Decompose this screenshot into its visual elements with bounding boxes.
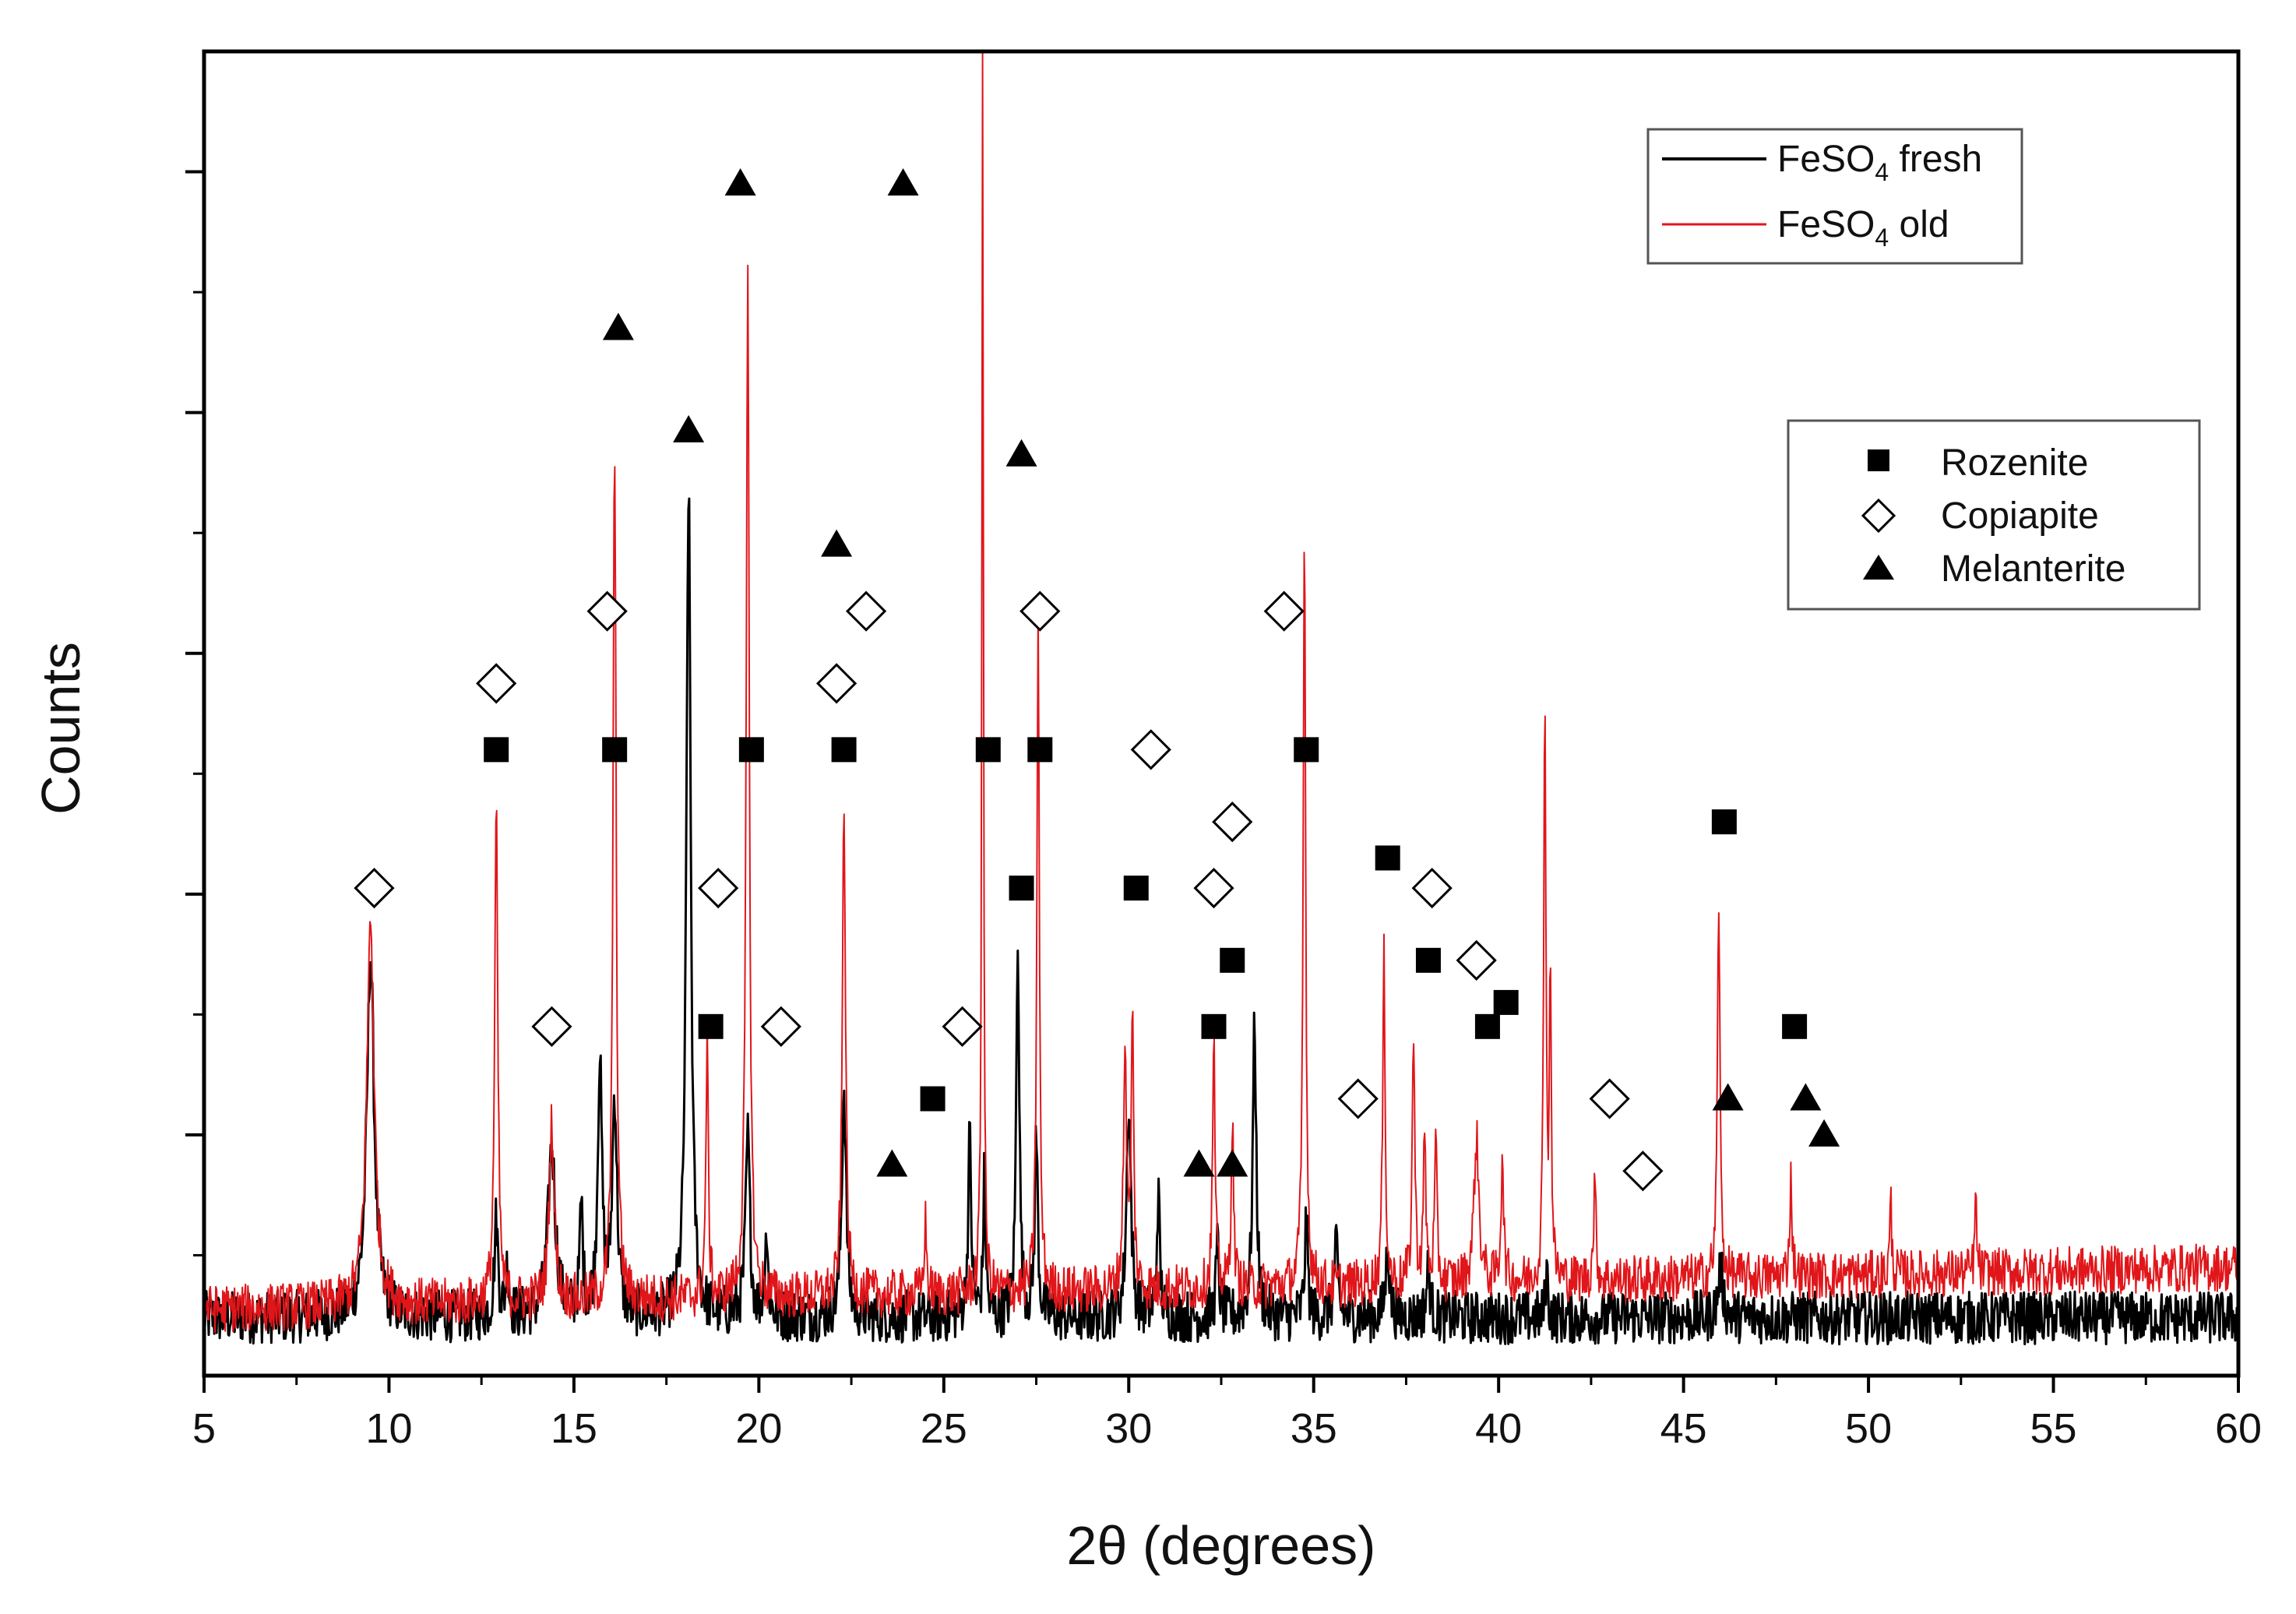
x-tick-label: 20 xyxy=(735,1405,782,1452)
rozenite-marker xyxy=(1375,845,1400,871)
x-tick-label: 10 xyxy=(365,1405,412,1452)
melanterite-marker xyxy=(1217,1149,1248,1177)
melanterite-marker xyxy=(876,1149,908,1177)
legend-label-copiapite: Copiapite xyxy=(1941,495,2099,537)
rozenite-marker xyxy=(1493,989,1519,1015)
melanterite-marker xyxy=(673,414,705,442)
copiapite-marker xyxy=(586,590,628,632)
x-tick-label: 40 xyxy=(1475,1405,1522,1452)
copiapite-marker xyxy=(815,663,857,704)
copiapite-marker xyxy=(845,590,887,632)
series-legend-box xyxy=(1646,128,2023,265)
x-tick-label: 25 xyxy=(921,1405,967,1452)
series-line-old xyxy=(203,51,2239,1334)
y-axis-title: Counts xyxy=(30,642,91,815)
copiapite-marker xyxy=(1589,1078,1630,1119)
copiapite-marker xyxy=(1193,867,1234,909)
rozenite-marker xyxy=(1201,1013,1227,1039)
copiapite-marker xyxy=(1411,867,1453,909)
rozenite-marker xyxy=(920,1086,946,1112)
rozenite-marker xyxy=(1009,876,1034,901)
rozenite-marker xyxy=(1220,947,1245,973)
melanterite-marker xyxy=(821,529,853,557)
rozenite-marker xyxy=(975,737,1001,763)
copiapite-marker xyxy=(1456,939,1497,981)
copiapite-marker xyxy=(476,663,517,704)
rozenite-marker xyxy=(1415,947,1441,973)
x-tick-label: 15 xyxy=(551,1405,597,1452)
copiapite-marker xyxy=(1212,801,1253,843)
copiapite-marker xyxy=(1337,1078,1379,1119)
melanterite-marker xyxy=(602,312,634,340)
copiapite-marker xyxy=(942,1006,983,1047)
x-tick-label: 30 xyxy=(1105,1405,1152,1452)
marker-layer xyxy=(354,168,1840,1192)
x-tick-label: 45 xyxy=(1660,1405,1707,1452)
copiapite-marker xyxy=(354,867,395,909)
copiapite-marker xyxy=(698,867,739,909)
rozenite-marker xyxy=(1294,737,1319,763)
rozenite-marker xyxy=(1711,809,1737,835)
copiapite-marker xyxy=(760,1006,801,1047)
rozenite-marker xyxy=(1123,876,1149,901)
legend-label-rozenite: Rozenite xyxy=(1941,442,2088,484)
x-tick-label: 50 xyxy=(1845,1405,1892,1452)
rozenite-marker xyxy=(1027,737,1053,763)
series-legend: FeSO4 fresh FeSO4 old xyxy=(1646,128,2023,265)
melanterite-marker xyxy=(1808,1119,1840,1147)
rozenite-marker xyxy=(831,737,857,763)
copiapite-marker xyxy=(531,1006,572,1047)
melanterite-marker xyxy=(1790,1083,1822,1111)
melanterite-marker xyxy=(1183,1149,1215,1177)
rozenite-marker xyxy=(1782,1013,1808,1039)
melanterite-marker xyxy=(1005,439,1037,467)
legend-triangle-icon xyxy=(1863,555,1894,580)
melanterite-marker xyxy=(887,168,919,196)
x-tick-label: 5 xyxy=(192,1405,216,1452)
rozenite-marker xyxy=(698,1013,724,1039)
copiapite-marker xyxy=(1263,590,1305,632)
legend-diamond-icon xyxy=(1861,498,1896,534)
legend-square-icon xyxy=(1868,449,1889,471)
melanterite-marker xyxy=(1712,1083,1744,1111)
copiapite-marker xyxy=(1622,1151,1664,1192)
x-tick-label: 60 xyxy=(2215,1405,2262,1452)
legend-label-melanterite: Melanterite xyxy=(1941,548,2125,590)
x-tick-label: 55 xyxy=(2030,1405,2077,1452)
mineral-legend: Rozenite Copiapite Melanterite xyxy=(1787,419,2201,611)
rozenite-marker xyxy=(738,737,764,763)
rozenite-marker xyxy=(1474,1013,1500,1039)
copiapite-marker xyxy=(1130,729,1171,770)
legend-label-fresh: FeSO4 fresh xyxy=(1777,139,1982,186)
x-tick-label: 35 xyxy=(1291,1405,1337,1452)
series-layer xyxy=(202,51,2240,1346)
rozenite-marker xyxy=(602,737,628,763)
axis-layer: 5 10 15 20 25 30 35 40 45 50 55 60 xyxy=(185,170,2262,1452)
mineral-legend-box xyxy=(1787,419,2201,611)
legend-label-old: FeSO4 old xyxy=(1777,204,1949,252)
copiapite-marker xyxy=(1019,590,1061,632)
rozenite-marker xyxy=(484,737,509,763)
melanterite-marker xyxy=(724,168,756,196)
x-axis-title: 2θ (degrees) xyxy=(1067,1515,1376,1576)
